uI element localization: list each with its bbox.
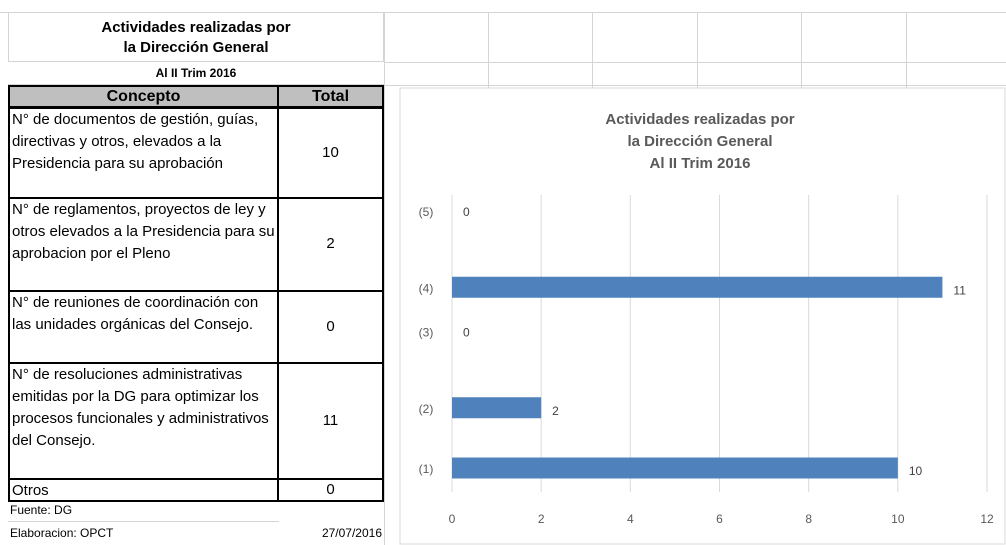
- sheet-grid: [384, 62, 1006, 63]
- x-tick-label: 0: [449, 512, 456, 526]
- chart-title: Actividades realizadas por: [605, 111, 794, 128]
- data-label: 11: [953, 283, 966, 297]
- bar: [452, 276, 943, 298]
- date-note: 27/07/2016: [321, 526, 382, 540]
- data-label: 0: [463, 326, 470, 340]
- bar: [452, 397, 542, 419]
- y-tick-label: (4): [419, 281, 434, 295]
- sheet-grid: [801, 12, 802, 88]
- data-label: 2: [552, 404, 559, 418]
- table-title: Actividades realizadas por la Dirección …: [8, 12, 384, 62]
- x-tick-label: 8: [805, 512, 812, 526]
- concept-cell: N° de resoluciones administrativas emiti…: [8, 362, 279, 480]
- x-tick-label: 10: [891, 512, 905, 526]
- x-tick-label: 4: [627, 512, 634, 526]
- sheet-grid: [906, 12, 907, 88]
- y-tick-label: (1): [419, 462, 434, 476]
- title-line: la Dirección General: [123, 39, 269, 56]
- x-tick-label: 2: [538, 512, 545, 526]
- y-tick-label: (2): [419, 402, 434, 416]
- source-note: Fuente: DG: [8, 500, 279, 522]
- y-tick-label: (3): [419, 326, 434, 340]
- sheet-grid: [488, 12, 489, 88]
- bar: [452, 457, 898, 479]
- chart-title: Al II Trim 2016: [650, 155, 751, 172]
- header-cell: Total: [277, 85, 384, 108]
- title-line: Actividades realizadas por: [101, 19, 291, 36]
- concept-cell: N° de documentos de gestión, guías, dire…: [8, 107, 279, 199]
- x-tick-label: 12: [980, 512, 994, 526]
- sheet-grid: [384, 85, 1006, 86]
- chart-title: la Dirección General: [627, 133, 772, 150]
- header-cell: Concepto: [8, 85, 279, 108]
- sheet-grid: [697, 12, 698, 88]
- y-tick-label: (5): [419, 205, 434, 219]
- data-label: 10: [909, 464, 923, 478]
- table-subtitle: Al II Trim 2016: [8, 62, 384, 85]
- x-tick-label: 6: [716, 512, 723, 526]
- sheet-grid: [0, 12, 1006, 13]
- prepared-note: Elaboracion: OPCT: [10, 526, 114, 540]
- sheet-grid: [384, 12, 385, 545]
- total-cell: 0: [277, 478, 384, 502]
- sheet-grid: [592, 12, 593, 88]
- data-label: 0: [463, 205, 470, 219]
